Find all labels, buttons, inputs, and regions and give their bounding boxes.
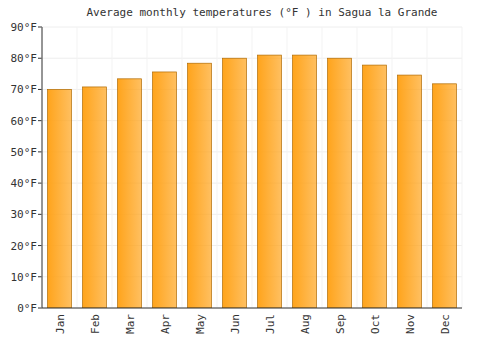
y-tick: [38, 89, 42, 90]
x-tick-label: May: [194, 314, 207, 334]
bar: [398, 75, 422, 308]
y-tick: [38, 58, 42, 59]
chart-container: Average monthly temperatures (°F ) in Sa…: [0, 0, 500, 350]
bar: [48, 89, 72, 308]
grid-line-x: [112, 27, 113, 308]
y-tick: [38, 27, 42, 28]
y-tick-label: 30°F: [11, 208, 38, 221]
x-tick-label: Dec: [439, 314, 452, 334]
y-tick: [38, 308, 42, 309]
y-tick-label: 0°F: [17, 302, 37, 315]
y-tick: [38, 214, 42, 215]
grid-line-x: [77, 27, 78, 308]
x-axis: [42, 308, 462, 309]
y-tick-label: 50°F: [11, 146, 38, 159]
y-tick-label: 80°F: [11, 52, 38, 65]
bar: [433, 84, 457, 308]
bars: [48, 55, 457, 308]
bar: [293, 55, 317, 308]
y-tick-label: 10°F: [11, 271, 38, 284]
grid-line-x: [427, 27, 428, 308]
x-tick-label: Apr: [159, 314, 172, 334]
x-tick-label: Jul: [264, 314, 277, 334]
grid-line-x: [357, 27, 358, 308]
y-tick-label: 60°F: [11, 115, 38, 128]
bar: [363, 65, 387, 308]
title: Average monthly temperatures (°F ) in Sa…: [87, 6, 438, 19]
y-tick-label: 70°F: [11, 83, 38, 96]
x-tick-label: Sep: [334, 314, 347, 334]
bar: [223, 58, 247, 308]
y-tick: [38, 183, 42, 184]
x-tick-label: Nov: [404, 314, 417, 334]
grid-line-x: [322, 27, 323, 308]
grid-line-x: [147, 27, 148, 308]
grid-line: [42, 308, 462, 309]
y-tick: [38, 276, 42, 277]
y-axis: [42, 27, 43, 308]
bar: [118, 79, 142, 308]
grid-line-x: [392, 27, 393, 308]
y-tick: [38, 120, 42, 121]
grid-line-x: [217, 27, 218, 308]
grid-line-x: [252, 27, 253, 308]
y-tick-label: 40°F: [11, 177, 38, 190]
x-tick-label: Jun: [229, 314, 242, 334]
chart-svg: Average monthly temperatures (°F ) in Sa…: [0, 0, 500, 350]
grid-line-x: [462, 27, 463, 308]
bar: [83, 87, 107, 308]
y-tick: [38, 245, 42, 246]
grid-line-x: [287, 27, 288, 308]
x-tick-label: Aug: [299, 314, 312, 334]
bar: [328, 58, 352, 308]
x-tick-label: Mar: [124, 314, 137, 334]
x-tick-label: Feb: [89, 314, 102, 334]
x-tick-label: Oct: [369, 314, 382, 334]
grid-line-x: [182, 27, 183, 308]
y-tick-label: 20°F: [11, 240, 38, 253]
y-tick: [38, 151, 42, 152]
bar: [153, 72, 177, 308]
bar: [188, 63, 212, 308]
x-tick-label: Jan: [54, 314, 67, 334]
bar: [258, 55, 282, 308]
grid-line-x: [42, 27, 43, 308]
y-tick-label: 90°F: [11, 21, 38, 34]
